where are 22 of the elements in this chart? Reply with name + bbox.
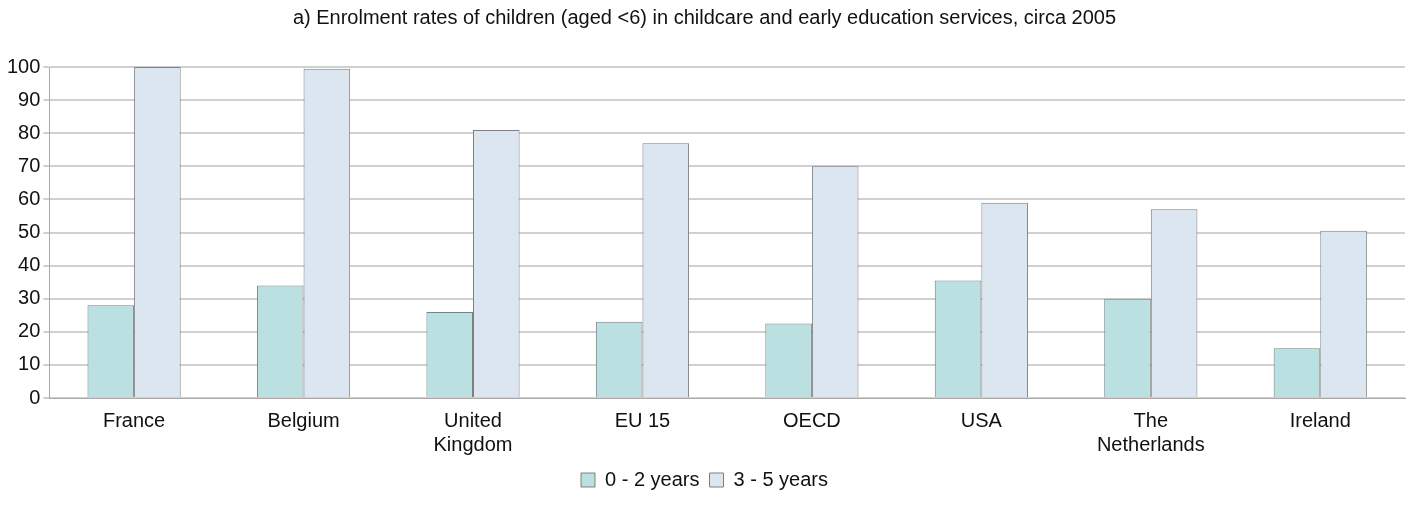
y-tick-label: 50 (18, 220, 41, 243)
x-tick-label: OECD (783, 408, 841, 431)
y-tick-label: 70 (18, 153, 41, 176)
x-tick-label: USA (960, 408, 1003, 431)
y-tick-label: 90 (18, 87, 41, 110)
y-tick-label: 20 (18, 319, 41, 342)
y-tick-label: 80 (18, 120, 41, 143)
legend-label: 3 - 5 years (733, 467, 828, 490)
x-tick-label: United Kingdom (433, 408, 513, 455)
legend-label: 0 - 2 years (605, 467, 700, 490)
x-tick-label: France (102, 408, 166, 431)
y-tick-label: 0 (29, 385, 41, 408)
y-tick-label: 30 (18, 286, 41, 309)
x-tick-label: Ireland (1289, 408, 1351, 431)
x-tick-label: The Netherlands (1096, 408, 1205, 455)
y-tick-label: 60 (18, 186, 41, 209)
y-tick-label: 10 (18, 352, 41, 375)
x-tick-label: Belgium (267, 408, 340, 431)
y-tick-label: 40 (18, 253, 41, 276)
chart-title: a) Enrolment rates of children (aged <6) in childcare and early education services, circa 2005 (291, 5, 1118, 30)
x-tick-label: EU 15 (614, 408, 671, 431)
y-tick-label: 100 (6, 54, 41, 77)
